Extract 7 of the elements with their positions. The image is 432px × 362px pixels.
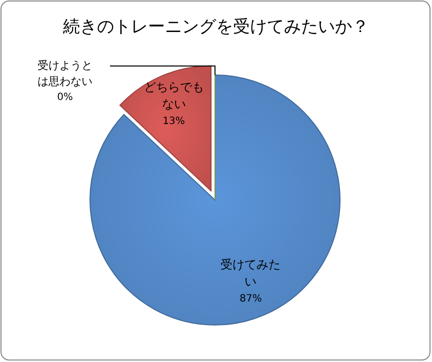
category-label: 受けようとは思わない — [38, 59, 92, 88]
slice-label: どちらでもない — [144, 80, 204, 111]
slice-label: 受けてみたい — [220, 258, 281, 289]
data-label: 13% — [162, 116, 185, 127]
text: 0% — [57, 92, 73, 103]
data-label: 87% — [240, 294, 262, 305]
chart-title: 続きのトレーニングを受けてみたいか？ — [62, 17, 369, 37]
